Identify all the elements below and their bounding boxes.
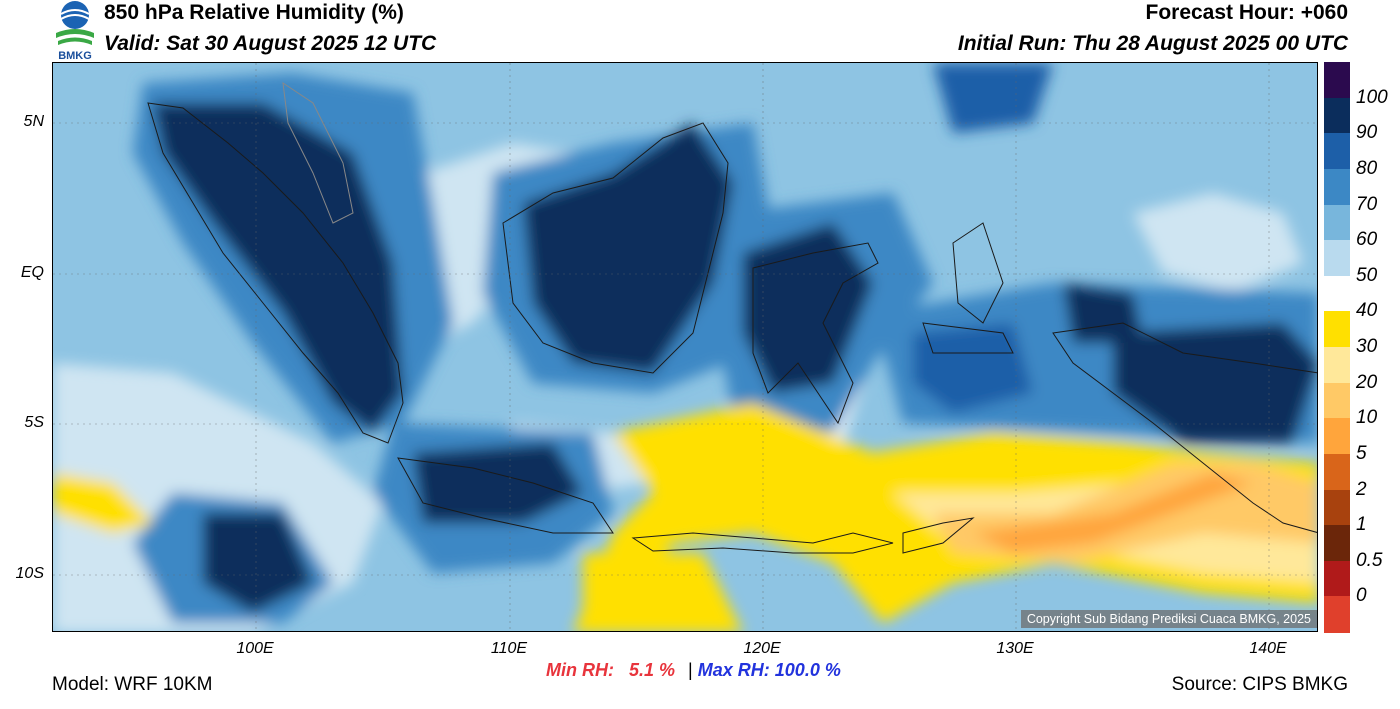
max-rh-label: Max RH: xyxy=(697,660,770,680)
colorbar-label: 90 xyxy=(1356,122,1378,144)
ytick-10s: 10S xyxy=(15,565,44,582)
colorbar-swatch xyxy=(1324,62,1350,99)
ytick-5s: 5S xyxy=(24,414,44,431)
colorbar-swatch xyxy=(1324,560,1350,597)
colorbar-swatch xyxy=(1324,525,1350,562)
colorbar-label: 5 xyxy=(1356,442,1367,464)
colorbar-label: 60 xyxy=(1356,229,1378,251)
forecast-hour: Forecast Hour: +060 xyxy=(1145,1,1349,24)
colorbar-label: 50 xyxy=(1356,264,1378,286)
colorbar-label: 100 xyxy=(1356,86,1388,108)
colorbar-label: 40 xyxy=(1356,300,1378,322)
min-rh-value: 5.1 % xyxy=(629,660,676,680)
xtick-100e: 100E xyxy=(236,640,274,657)
valid-time: Valid: Sat 30 August 2025 12 UTC xyxy=(104,32,437,55)
colorbar-swatch xyxy=(1324,311,1350,348)
rh-stats: Min RH: 5.1 % | Max RH: 100.0 % xyxy=(546,660,841,681)
colorbar-label: 2 xyxy=(1356,478,1367,500)
colorbar-label: 10 xyxy=(1356,407,1378,429)
max-rh-value: 100.0 % xyxy=(774,660,841,680)
humidity-map xyxy=(52,62,1318,632)
xtick-140e: 140E xyxy=(1249,640,1287,657)
ytick-5n: 5N xyxy=(23,113,44,130)
xtick-120e: 120E xyxy=(743,640,781,657)
colorbar-swatch xyxy=(1324,382,1350,419)
xtick-130e: 130E xyxy=(996,640,1034,657)
colorbar-label: 20 xyxy=(1356,371,1378,393)
min-rh-label: Min RH: xyxy=(546,660,614,680)
colorbar-swatch xyxy=(1324,596,1350,633)
xtick-110e: 110E xyxy=(490,640,528,657)
colorbar-label: 70 xyxy=(1356,193,1378,215)
stats-separator: | xyxy=(688,660,693,680)
colorbar-swatch xyxy=(1324,347,1350,384)
source-info: Source: CIPS BMKG xyxy=(1171,674,1348,695)
colorbar-swatch xyxy=(1324,453,1350,490)
logo-text: BMKG xyxy=(58,50,92,62)
ytick-eq: EQ xyxy=(20,264,44,281)
map-title: 850 hPa Relative Humidity (%) xyxy=(104,1,404,24)
colorbar-swatch xyxy=(1324,240,1350,277)
copyright-note: Copyright Sub Bidang Prediksi Cuaca BMKG… xyxy=(1020,610,1317,628)
colorbar-swatch xyxy=(1324,97,1350,134)
colorbar-swatch xyxy=(1324,275,1350,312)
colorbar-swatch xyxy=(1324,489,1350,526)
colorbar-label: 80 xyxy=(1356,157,1378,179)
colorbar-label: 0.5 xyxy=(1356,549,1383,571)
colorbar-swatch xyxy=(1324,204,1350,241)
colorbar-label: 0 xyxy=(1356,585,1367,607)
bmkg-logo: BMKG xyxy=(56,1,94,62)
colorbar xyxy=(1324,62,1350,633)
colorbar-swatch xyxy=(1324,418,1350,455)
colorbar-label: 1 xyxy=(1356,514,1367,536)
colorbar-label: 30 xyxy=(1356,336,1378,357)
model-info: Model: WRF 10KM xyxy=(52,674,213,695)
initial-run: Initial Run: Thu 28 August 2025 00 UTC xyxy=(957,32,1348,55)
colorbar-swatch xyxy=(1324,168,1350,205)
humidity-field xyxy=(53,63,1317,631)
colorbar-swatch xyxy=(1324,133,1350,170)
